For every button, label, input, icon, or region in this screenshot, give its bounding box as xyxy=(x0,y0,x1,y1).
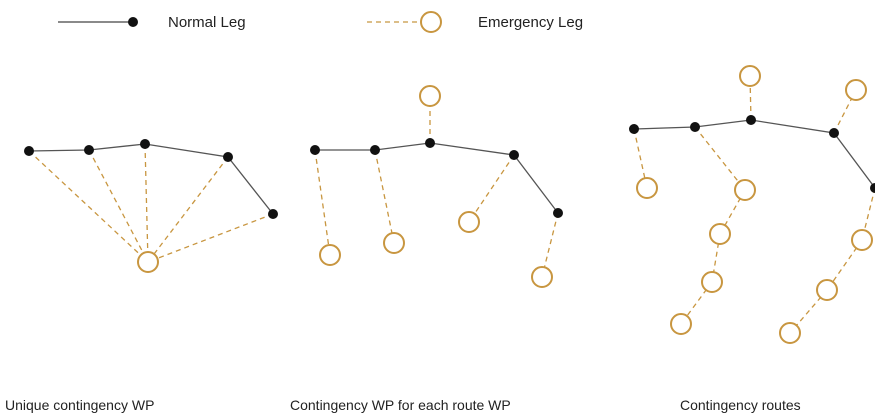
route-waypoint xyxy=(829,128,839,138)
legend-normal-waypoint xyxy=(128,17,138,27)
route-waypoint xyxy=(24,146,34,156)
emergency-leg xyxy=(147,156,229,263)
route-waypoints xyxy=(24,139,278,219)
normal-route xyxy=(633,119,875,189)
emergency-leg xyxy=(314,149,331,256)
emergency-legs xyxy=(633,75,875,334)
route-waypoint xyxy=(268,209,278,219)
route-waypoint xyxy=(223,152,233,162)
emergency-leg xyxy=(633,128,648,189)
contingency-waypoint xyxy=(851,229,873,251)
contingency-waypoints xyxy=(319,85,553,288)
caption-each: Contingency WP for each route WP xyxy=(290,397,511,413)
route-waypoint xyxy=(870,183,875,193)
contingency-waypoint xyxy=(670,313,692,335)
legend-emergency-waypoint xyxy=(420,11,442,33)
route-waypoint xyxy=(629,124,639,134)
panel-unique-contingency: Unique contingency WP xyxy=(5,139,278,413)
contingency-waypoint xyxy=(709,223,731,245)
contingency-waypoint xyxy=(419,85,441,107)
route-waypoints xyxy=(629,115,875,193)
caption-routes: Contingency routes xyxy=(680,397,801,413)
contingency-waypoint xyxy=(845,79,867,101)
emergency-legs xyxy=(314,96,559,278)
emergency-legs xyxy=(28,143,274,263)
contingency-waypoint xyxy=(701,271,723,293)
contingency-waypoint xyxy=(319,244,341,266)
caption-unique: Unique contingency WP xyxy=(5,397,154,413)
legend: Normal Leg Emergency Leg xyxy=(58,11,583,33)
contingency-waypoint xyxy=(636,177,658,199)
contingency-waypoint xyxy=(458,211,480,233)
emergency-leg xyxy=(144,143,149,263)
emergency-leg xyxy=(28,150,149,263)
contingency-waypoint xyxy=(531,266,553,288)
route-waypoint xyxy=(425,138,435,148)
route-waypoint xyxy=(746,115,756,125)
panel-contingency-routes: Contingency routes xyxy=(629,65,875,413)
route-waypoints xyxy=(310,138,563,218)
emergency-leg xyxy=(694,126,746,191)
emergency-leg xyxy=(88,149,149,263)
emergency-leg xyxy=(147,213,274,263)
legend-emergency-label: Emergency Leg xyxy=(478,14,583,31)
contingency-waypoints xyxy=(636,65,873,344)
contingency-waypoint xyxy=(779,322,801,344)
route-waypoint xyxy=(553,208,563,218)
route-waypoint xyxy=(310,145,320,155)
contingency-waypoint xyxy=(383,232,405,254)
route-waypoint xyxy=(140,139,150,149)
normal-route xyxy=(315,142,559,214)
normal-route xyxy=(28,143,274,215)
emergency-leg xyxy=(374,149,395,244)
emergency-leg xyxy=(468,154,515,223)
legend-normal-label: Normal Leg xyxy=(168,14,246,31)
route-waypoint xyxy=(370,145,380,155)
route-waypoint xyxy=(690,122,700,132)
contingency-waypoint xyxy=(137,251,159,273)
contingency-waypoint xyxy=(816,279,838,301)
route-waypoint xyxy=(84,145,94,155)
route-waypoint xyxy=(509,150,519,160)
panel-each-route-wp: Contingency WP for each route WP xyxy=(290,85,563,413)
contingency-waypoint xyxy=(734,179,756,201)
contingency-waypoint xyxy=(739,65,761,87)
